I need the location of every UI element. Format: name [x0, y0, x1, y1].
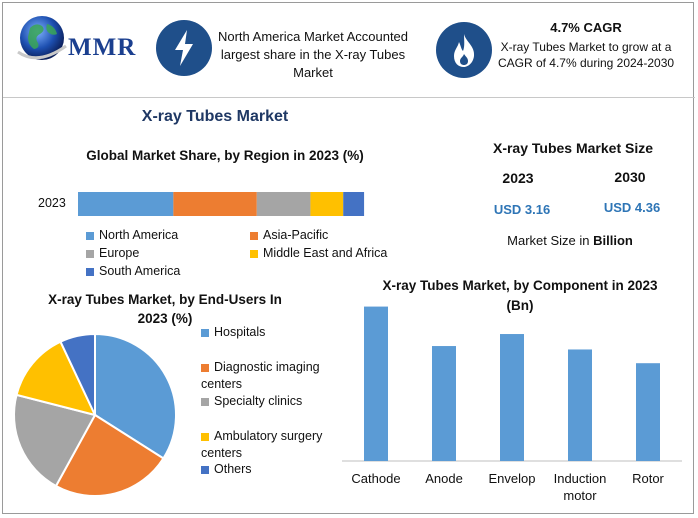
north-america-note: North America Market Accounted largest s…	[217, 29, 409, 80]
logo-text: MMR	[68, 34, 137, 61]
legend-europe: Europe	[86, 246, 139, 260]
legend-label: Specialty clinics	[214, 394, 303, 408]
legend-swatch	[201, 465, 209, 474]
market-size-unit-bold: Billion	[593, 233, 633, 248]
legend-mea: Middle East and Africa	[250, 246, 387, 260]
market-size-title: X-ray Tubes Market Size	[492, 140, 654, 156]
pie-legend-ambulatory: Ambulatory surgery centers	[201, 428, 341, 462]
bar-cathode	[364, 306, 388, 461]
page-frame	[2, 2, 694, 514]
legend-swatch	[201, 432, 209, 441]
region-segment-middle-east-and-africa	[310, 192, 344, 216]
region-segment-asia-pacific	[173, 192, 257, 216]
pie-legend-others: Others	[201, 462, 252, 476]
legend-swatch	[201, 397, 209, 406]
region-chart-title: Global Market Share, by Region in 2023 (…	[86, 148, 364, 163]
legend-label: Middle East and Africa	[263, 246, 388, 260]
region-segment-south-america	[343, 192, 365, 216]
bar-envelop	[500, 334, 524, 461]
legend-swatch	[86, 267, 94, 276]
cagr-note: X-ray Tubes Market to grow at a CAGR of …	[497, 40, 675, 70]
legend-label: South America	[99, 264, 181, 278]
market-size-year-2030: 2030	[614, 169, 646, 185]
legend-label: Hospitals	[214, 325, 266, 339]
market-size-year-2023: 2023	[502, 170, 534, 186]
pie-legend-diagnostic: Diagnostic imaging centers	[201, 359, 331, 393]
legend-south-america: South America	[86, 264, 180, 278]
pie-slice-diagnostic-imaging-centers	[54, 413, 165, 497]
tick-label-induction-motor-0: Induction	[554, 471, 607, 486]
tick-label-anode: Anode	[425, 471, 463, 486]
component-chart-title: X-ray Tubes Market, by Component in 2023…	[382, 278, 658, 313]
tick-label-cathode: Cathode	[351, 471, 400, 486]
market-size-unit-prefix: Market Size in	[507, 233, 594, 248]
legend-swatch	[250, 231, 258, 240]
legend-swatch	[86, 249, 94, 258]
legend-label: Others	[214, 462, 252, 476]
region-segment-north-america	[78, 192, 174, 216]
tick-label-rotor: Rotor	[632, 471, 664, 486]
bar-induction-motor	[568, 349, 592, 461]
legend-north-america: North America	[86, 228, 178, 242]
legend-label: North America	[99, 228, 179, 242]
region-stacked-bar	[78, 192, 365, 216]
legend-swatch	[201, 363, 209, 372]
market-size-value-2030: USD 4.36	[603, 200, 661, 215]
component-bar-chart: Cathode Anode Envelop Induction motor Rotor	[342, 306, 682, 503]
logo: MMR	[14, 12, 142, 68]
bar-anode	[432, 346, 456, 461]
region-segment-europe	[256, 192, 311, 216]
tick-label-induction-motor-1: motor	[563, 488, 597, 503]
enduser-pie	[13, 332, 177, 497]
legend-swatch	[201, 328, 209, 337]
market-size-value-2023: USD 3.16	[493, 202, 551, 217]
legend-label: Asia-Pacific	[263, 228, 329, 242]
cagr-title: 4.7% CAGR	[550, 20, 622, 35]
enduser-chart-title: X-ray Tubes Market, by End-Users In 2023…	[48, 292, 282, 326]
region-category-label: 2023	[38, 196, 66, 210]
market-size-unit: Market Size in Billion	[490, 233, 650, 248]
legend-label: Ambulatory surgery centers	[201, 429, 323, 460]
legend-label: Diagnostic imaging centers	[201, 360, 320, 391]
globe-icon	[17, 16, 67, 60]
legend-swatch	[86, 231, 94, 240]
bar-rotor	[636, 363, 660, 461]
legend-label: Europe	[99, 246, 140, 260]
page-title: X-ray Tubes Market	[141, 108, 289, 125]
lightning-icon	[156, 20, 212, 76]
pie-legend-specialty: Specialty clinics	[201, 394, 302, 408]
legend-asia-pacific: Asia-Pacific	[250, 228, 328, 242]
pie-legend-hospitals: Hospitals	[201, 325, 265, 339]
flame-icon	[436, 22, 492, 78]
header-divider	[3, 97, 695, 98]
pie-slice-specialty-clinics	[13, 393, 97, 488]
pie-slice-others	[59, 332, 96, 416]
pie-slice-ambulatory-surgery-centers	[15, 340, 97, 417]
tick-label-envelop: Envelop	[489, 471, 536, 486]
legend-swatch	[250, 249, 258, 258]
